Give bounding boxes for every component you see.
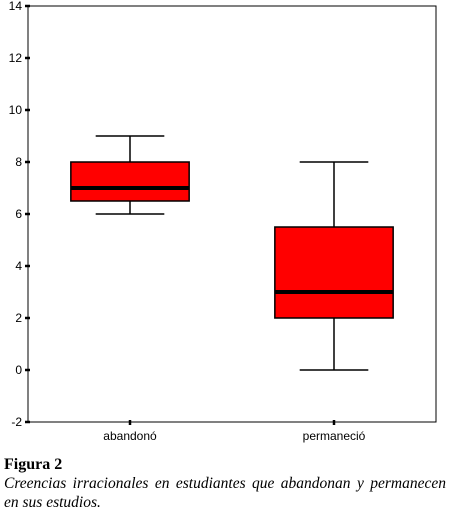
y-axis: -2 0 2 4 6 8 10 12 14 (9, 0, 30, 429)
iqr-box (70, 161, 190, 202)
box-1 (70, 135, 190, 215)
x-category-label: permaneció (303, 429, 366, 443)
box-series (70, 135, 394, 371)
figure-label: Figura 2 (4, 456, 63, 473)
y-tick-label: 10 (9, 103, 23, 117)
y-tick-label: 4 (15, 259, 22, 273)
y-tick-label: 12 (9, 51, 23, 65)
figure-caption: Figura 2 Creencias irracionales en estud… (4, 455, 446, 512)
iqr-box (274, 226, 394, 319)
y-tick-label: 6 (15, 207, 22, 221)
boxplot-chart: -2 0 2 4 6 8 10 12 14 abandonó permaneció (9, 0, 437, 443)
y-tick-label: 8 (15, 155, 22, 169)
y-tick-label: 0 (15, 363, 22, 377)
y-tick-label: 2 (15, 311, 22, 325)
y-tick-label: 14 (9, 0, 23, 13)
plot-frame (27, 5, 437, 423)
x-category-label: abandonó (103, 429, 157, 443)
figure-caption-text: Creencias irracionales en estudiantes qu… (4, 475, 446, 511)
y-tick-label: -2 (11, 415, 22, 429)
x-axis: abandonó permaneció (103, 420, 366, 443)
box-2 (274, 161, 394, 371)
